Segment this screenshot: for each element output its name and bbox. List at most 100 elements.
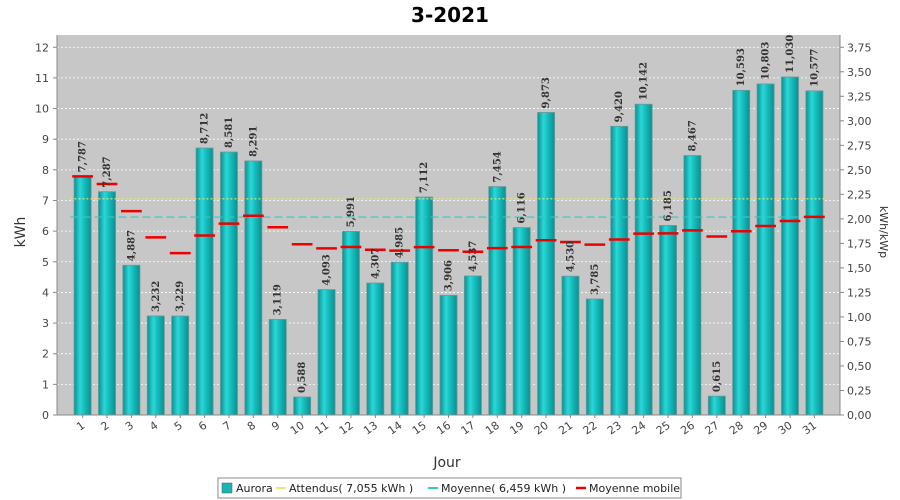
legend-swatch-aurora: [221, 482, 233, 494]
x-tick-label: 26: [678, 419, 697, 438]
bar-day-24: [634, 103, 653, 416]
bar-day-3: [122, 264, 141, 416]
y-tick-label: 2: [42, 348, 49, 361]
data-label-day-1: 7,787: [78, 141, 89, 172]
bar-day-21: [561, 275, 580, 416]
data-label-day-24: 10,142: [639, 62, 650, 100]
bar-day-20: [537, 112, 556, 416]
data-label-day-29: 10,803: [761, 42, 772, 80]
bar-day-10: [293, 396, 312, 416]
x-tick-label: 3: [123, 419, 136, 434]
data-label-day-22: 3,785: [590, 264, 601, 295]
bar-day-29: [756, 83, 775, 416]
x-tick-label: 10: [288, 419, 307, 438]
y2-tick-label: 1,75: [847, 237, 872, 250]
legend: Aurora Attendus( 7,055 kWh ) Moyenne( 6,…: [217, 477, 682, 499]
data-label-day-16: 3,906: [444, 260, 455, 291]
data-label-day-19: 6,116: [517, 192, 528, 223]
y-tick-label: 4: [42, 286, 49, 299]
data-label-day-25: 6,185: [663, 190, 674, 221]
data-label-day-26: 8,467: [687, 120, 698, 151]
y2-tick-label: 3,50: [847, 66, 872, 79]
y-tick-label: 7: [42, 194, 49, 207]
data-label-day-11: 4,093: [322, 254, 333, 285]
y2-tick-label: 1,50: [847, 262, 872, 275]
data-label-day-31: 10,577: [809, 49, 820, 87]
y2-tick-label: 2,75: [847, 139, 872, 152]
bar-day-15: [415, 196, 434, 416]
x-tick-label: 29: [751, 419, 770, 438]
x-tick-label: 18: [483, 419, 502, 438]
data-label-day-23: 9,420: [614, 91, 625, 122]
bar-day-23: [610, 125, 629, 416]
bar-day-16: [439, 294, 458, 416]
y-tick-label: 8: [42, 164, 49, 177]
x-axis-ticks: 1 2 3 4 5 6 7 8 9 10 11 12 13 14 15 16 17 18 19 20 21 22 23 24 2…: [74, 415, 819, 437]
data-label-day-21: 4,530: [565, 241, 576, 272]
x-tick-label: 17: [459, 419, 478, 438]
x-tick-label: 1: [74, 419, 87, 434]
data-label-day-15: 7,112: [419, 162, 430, 193]
legend-box: [217, 477, 682, 499]
data-label-day-17: 4,537: [468, 241, 479, 272]
bar-day-6: [195, 147, 214, 416]
y2-axis-ticks: 0,00 0,25 0,50 0,75 1,00 1,25 1,50 1,75 2,00 2,25…: [840, 41, 872, 422]
y2-tick-label: 3,25: [847, 90, 872, 103]
y2-axis-label: kWh/kWp: [877, 206, 890, 258]
data-label-day-20: 9,873: [541, 77, 552, 108]
bar-day-4: [146, 315, 165, 416]
y-tick-label: 6: [42, 225, 49, 238]
bar-day-13: [366, 282, 385, 416]
y-tick-label: 10: [35, 103, 49, 116]
moving-average-marks: [72, 175, 825, 255]
bar-day-28: [732, 89, 751, 416]
legend-label-moyenne-mobile: Moyenne mobile: [589, 482, 680, 495]
x-tick-label: 20: [532, 419, 551, 438]
bar-day-30: [781, 76, 799, 416]
y2-tick-label: 2,00: [847, 213, 872, 226]
data-label-day-30: 11,030: [785, 35, 796, 73]
y2-tick-label: 0,25: [847, 384, 872, 397]
y-tick-label: 12: [35, 41, 49, 54]
x-tick-label: 16: [434, 419, 453, 438]
y-tick-label: 1: [42, 378, 49, 391]
bar-day-1: [73, 175, 92, 416]
data-label-day-14: 4,985: [395, 227, 406, 258]
x-tick-label: 9: [269, 419, 282, 434]
bar-day-19: [512, 227, 531, 416]
data-label-day-2: 7,287: [102, 156, 113, 187]
x-tick-label: 30: [776, 419, 795, 438]
y2-tick-label: 2,50: [847, 164, 872, 177]
legend-label-aurora: Aurora: [236, 482, 273, 495]
x-tick-label: 27: [703, 419, 722, 438]
bar-day-31: [805, 90, 824, 416]
data-label-day-27: 0,615: [712, 361, 723, 392]
y-tick-label: 9: [42, 133, 49, 146]
x-tick-label: 6: [196, 419, 209, 434]
y-tick-label: 3: [42, 317, 49, 330]
x-tick-label: 13: [361, 419, 380, 438]
x-tick-label: 28: [727, 419, 746, 438]
y-tick-label: 0: [42, 409, 49, 422]
data-label-day-28: 10,593: [736, 48, 747, 86]
data-label-day-12: 5,991: [346, 196, 357, 227]
x-tick-label: 4: [147, 419, 160, 434]
x-tick-label: 19: [507, 419, 526, 438]
legend-label-attendus: Attendus( 7,055 kWh ): [289, 482, 413, 495]
bar-day-14: [390, 261, 409, 416]
data-label-day-13: 4,307: [370, 248, 381, 279]
x-tick-label: 24: [629, 419, 648, 438]
x-tick-label: 8: [245, 419, 258, 434]
x-tick-label: 5: [172, 419, 185, 434]
y-tick-label: 11: [35, 72, 49, 85]
data-label-day-10: 0,588: [297, 362, 308, 393]
y2-tick-label: 0,50: [847, 360, 872, 373]
x-tick-label: 21: [556, 419, 575, 438]
y2-tick-label: 0,75: [847, 335, 872, 348]
x-tick-label: 23: [605, 419, 624, 438]
x-tick-label: 2: [99, 419, 112, 434]
bar-day-2: [98, 191, 116, 416]
legend-label-moyenne: Moyenne( 6,459 kWh ): [441, 482, 566, 495]
